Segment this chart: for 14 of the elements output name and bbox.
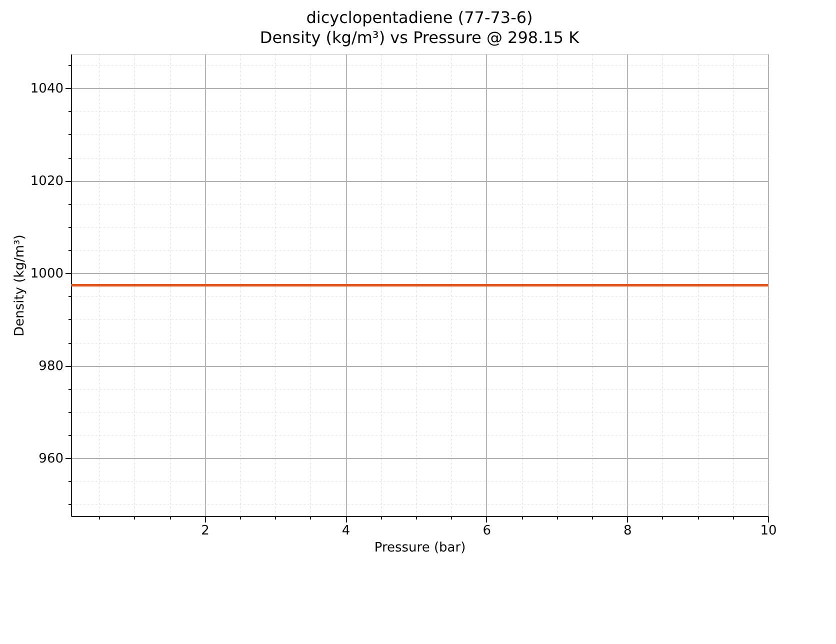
- x-tick-label: 6: [482, 524, 492, 538]
- x-tick-label: 4: [342, 524, 350, 538]
- chart-subtitle: Density (kg/m³) vs Pressure @ 298.15 K: [260, 28, 580, 47]
- y-tick-label: 960: [38, 452, 64, 467]
- y-tick-label: 1020: [30, 174, 64, 190]
- y-axis-title: Density (kg/m³): [12, 234, 28, 336]
- x-axis-title: Pressure (bar): [374, 540, 466, 556]
- y-tick-label: 1000: [30, 266, 64, 282]
- y-tick-label: 980: [38, 359, 64, 374]
- chart-title: dicyclopentadiene (77-73-6): [306, 8, 533, 27]
- x-tick-label: 10: [760, 524, 777, 538]
- y-tick-label: 1040: [30, 82, 64, 97]
- x-tick-label: 2: [201, 524, 210, 538]
- x-tick-label: 8: [624, 524, 632, 538]
